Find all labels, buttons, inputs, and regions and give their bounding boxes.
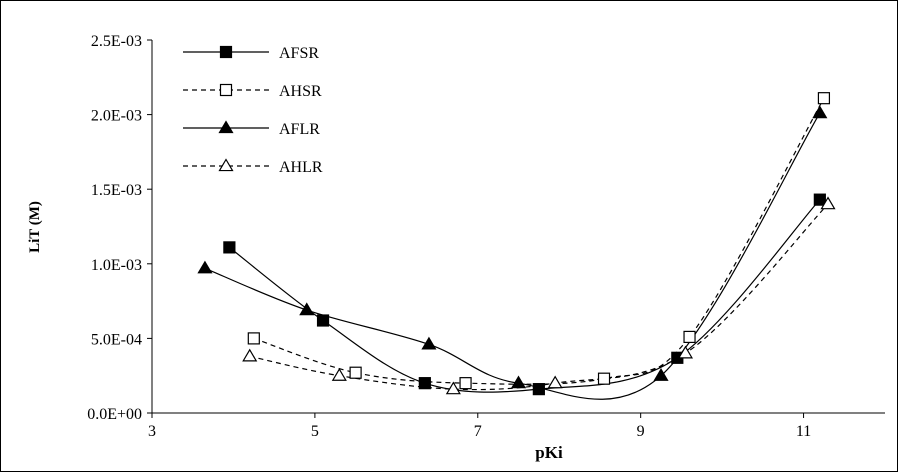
legend-label-ahsr: AHSR [279, 83, 322, 100]
data-point-ahsr [247, 332, 260, 345]
data-point-ahlr [242, 348, 258, 362]
data-point-ahlr [547, 375, 563, 389]
x-tick-label: 5 [311, 423, 319, 440]
legend-marker-ahsr [219, 83, 233, 97]
data-point-aflr [510, 375, 527, 389]
data-point-afsr [418, 377, 431, 390]
y-tick-label: 5.0E-04 [91, 331, 142, 348]
series-line-ahlr [249, 203, 829, 391]
data-point-afsr [813, 193, 826, 206]
x-tick-label: 11 [796, 423, 811, 440]
legend-marker-afsr [219, 45, 233, 59]
data-point-ahlr [331, 368, 347, 381]
legend-label-afsr: AFSR [279, 45, 319, 62]
x-tick-label: 9 [637, 423, 645, 440]
data-point-ahsr [349, 366, 362, 379]
x-axis-label: pKi [535, 443, 563, 462]
data-point-ahsr [683, 330, 696, 344]
data-point-afsr [316, 314, 330, 327]
series-markers [197, 92, 836, 396]
data-point-ahsr [597, 372, 611, 385]
y-tick-label: 0.0E+00 [87, 406, 142, 423]
legend-marker-aflr [218, 120, 234, 134]
data-point-aflr [299, 302, 315, 316]
data-point-ahsr [817, 92, 831, 105]
y-tick-label: 2.0E-03 [91, 108, 142, 125]
legend-label-aflr: AFLR [279, 121, 320, 138]
data-point-aflr [421, 336, 437, 350]
x-tick-label: 7 [474, 423, 482, 440]
y-tick-label: 1.5E-03 [91, 182, 142, 199]
data-point-afsr [223, 241, 236, 254]
y-axis-label: LiT (M) [27, 201, 43, 253]
y-tick-label: 1.0E-03 [91, 257, 142, 274]
data-point-ahlr [677, 345, 694, 359]
legend-label-ahlr: AHLR [279, 159, 323, 176]
series-lines [204, 97, 829, 400]
series-line-aflr [204, 112, 821, 400]
y-tick-label: 2.5E-03 [91, 33, 142, 50]
data-point-ahlr [820, 196, 836, 210]
x-tick-label: 3 [148, 423, 156, 440]
data-point-afsr [532, 383, 545, 396]
series-line-ahsr [253, 97, 825, 385]
data-point-aflr [653, 368, 669, 381]
legend: AFSR AHSR AFLR AHLR [183, 45, 323, 176]
axes: 0.0E+00 5.0E-04 1.0E-03 1.5E-03 2.0E-03 2.5E-… [87, 33, 885, 440]
legend-marker-ahlr [218, 158, 234, 172]
data-point-ahsr [459, 377, 472, 390]
series-line-afsr [229, 199, 821, 393]
data-point-aflr [197, 260, 213, 274]
data-point-ahlr [445, 381, 461, 395]
data-point-aflr [812, 105, 828, 119]
